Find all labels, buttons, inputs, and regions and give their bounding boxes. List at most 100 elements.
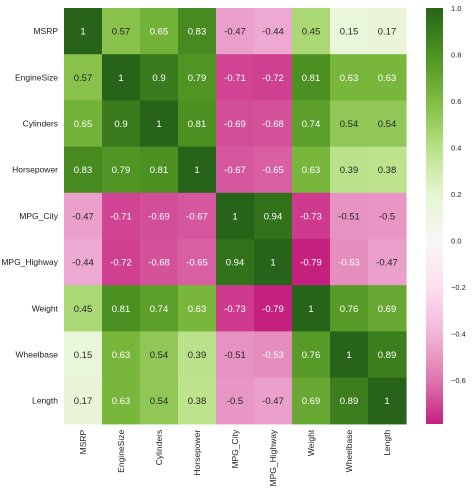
cell-value-cylinders-weight: 0.74 <box>302 119 321 130</box>
heatmap-cell-mpg-highway-mpg-highway <box>254 239 293 286</box>
heatmap-cell-weight-msrp <box>64 285 103 332</box>
cell-value-msrp-wheelbase: 0.15 <box>340 27 359 38</box>
cell-value-mpg-city-cylinders: -0.69 <box>148 211 170 222</box>
cell-value-horsepower-mpg-city: -0.67 <box>224 165 246 176</box>
cell-value-horsepower-enginesize: 0.79 <box>112 165 131 176</box>
heatmap-cell-mpg-highway-mpg-city <box>216 239 255 286</box>
cell-value-weight-length: 0.69 <box>378 304 397 315</box>
heatmap-cell-msrp-horsepower <box>178 8 217 55</box>
heatmap-cell-msrp-wheelbase <box>330 8 369 55</box>
x-tick-horsepower: Horsepower <box>192 430 202 476</box>
heatmap-cell-wheelbase-wheelbase <box>330 331 369 379</box>
heatmap-cell-mpg-city-mpg-highway <box>254 192 293 240</box>
cell-value-msrp-cylinders: 0.65 <box>150 27 169 38</box>
heatmap-cell-horsepower-cylinders <box>140 146 179 194</box>
x-axis-tick-labels: MSRP EngineSize Cylinders Horsepower MPG_Cit… <box>78 429 392 486</box>
cell-value-mpg-city-enginesize: -0.71 <box>110 211 132 222</box>
heatmap-cell-wheelbase-cylinders <box>140 331 179 379</box>
heatmap-cell-cylinders-weight <box>292 100 331 148</box>
heatmap-cell-length-cylinders <box>140 377 179 425</box>
cell-value-weight-msrp: 0.45 <box>74 304 93 315</box>
heatmap-cell-wheelbase-mpg-highway <box>254 331 293 379</box>
cell-value-cylinders-horsepower: 0.81 <box>188 119 207 130</box>
heatmap-cell-mpg-city-mpg-city <box>216 192 255 240</box>
colorbar-tick-0-4: 0.4 <box>451 143 461 152</box>
cell-value-msrp-horsepower: 0.83 <box>188 27 207 38</box>
cell-value-mpg-city-mpg-city: 1 <box>232 211 237 222</box>
heatmap-cell-wheelbase-horsepower <box>178 331 217 379</box>
cell-value-cylinders-enginesize: 0.9 <box>114 119 127 130</box>
cell-value-weight-mpg-city: -0.73 <box>224 304 246 315</box>
heatmap-cell-weight-enginesize <box>102 285 141 332</box>
colorbar-tick-neg0-6: −0.6 <box>451 376 466 385</box>
heatmap-cell-weight-length <box>368 285 407 332</box>
y-tick-wheelbase: Wheelbase <box>15 350 58 360</box>
cell-value-mpg-city-msrp: -0.47 <box>72 211 94 222</box>
cell-value-cylinders-mpg-city: -0.69 <box>224 119 246 130</box>
cell-value-msrp-length: 0.17 <box>378 27 397 38</box>
cell-value-weight-mpg-highway: -0.79 <box>262 304 284 315</box>
cell-value-length-wheelbase: 0.89 <box>340 396 359 407</box>
cell-value-mpg-city-mpg-highway: 0.94 <box>264 211 283 222</box>
cell-value-weight-wheelbase: 0.76 <box>340 304 359 315</box>
heatmap-cell-weight-mpg-highway <box>254 285 293 332</box>
cell-value-length-length: 1 <box>384 396 389 407</box>
heatmap-cell-enginesize-length <box>368 54 407 101</box>
cell-value-cylinders-msrp: 0.65 <box>74 119 93 130</box>
heatmap-cell-cylinders-horsepower <box>178 100 217 148</box>
cell-value-mpg-highway-wheelbase: -0.53 <box>338 258 360 269</box>
heatmap-cell-enginesize-cylinders <box>140 54 179 101</box>
heatmap-cell-enginesize-wheelbase <box>330 54 369 101</box>
heatmap-cell-weight-horsepower <box>178 285 217 332</box>
cell-value-mpg-city-weight: -0.73 <box>300 211 322 222</box>
heatmap-cell-cylinders-msrp <box>64 100 103 148</box>
x-tick-msrp: MSRP <box>78 429 88 454</box>
y-tick-length: Length <box>32 396 58 406</box>
heatmap-cell-length-msrp <box>64 377 103 425</box>
cell-value-msrp-mpg-highway: -0.44 <box>262 27 284 38</box>
cell-value-wheelbase-enginesize: 0.63 <box>112 350 131 361</box>
heatmap-cell-mpg-highway-length <box>368 239 407 286</box>
heatmap-cell-mpg-city-msrp <box>64 192 103 240</box>
cell-value-msrp-weight: 0.45 <box>302 27 321 38</box>
cell-value-mpg-highway-cylinders: -0.68 <box>148 258 170 269</box>
cell-value-horsepower-length: 0.38 <box>378 165 397 176</box>
heatmap-cells <box>64 8 407 425</box>
cell-value-enginesize-cylinders: 0.9 <box>152 73 165 84</box>
y-tick-cylinders: Cylinders <box>23 119 58 129</box>
cell-value-enginesize-wheelbase: 0.63 <box>340 73 359 84</box>
cell-value-wheelbase-cylinders: 0.54 <box>150 350 169 361</box>
cell-value-horsepower-msrp: 0.83 <box>74 165 93 176</box>
cell-value-msrp-mpg-city: -0.47 <box>224 27 246 38</box>
cell-value-mpg-highway-horsepower: -0.65 <box>186 258 208 269</box>
heatmap-cell-mpg-highway-weight <box>292 239 331 286</box>
heatmap-cell-msrp-weight <box>292 8 331 55</box>
heatmap-cell-enginesize-weight <box>292 54 331 101</box>
cell-value-horsepower-mpg-highway: -0.65 <box>262 165 284 176</box>
heatmap-cell-mpg-highway-msrp <box>64 239 103 286</box>
heatmap-cell-horsepower-horsepower <box>178 146 217 194</box>
y-tick-weight: Weight <box>32 303 59 313</box>
heatmap-cell-wheelbase-weight <box>292 331 331 379</box>
cell-value-weight-weight: 1 <box>308 304 313 315</box>
colorbar-tick-0-8: 0.8 <box>451 50 461 59</box>
heatmap-cell-enginesize-enginesize <box>102 54 141 101</box>
cell-value-length-mpg-city: -0.5 <box>227 396 243 407</box>
heatmap-cell-enginesize-mpg-highway <box>254 54 293 101</box>
cell-value-enginesize-length: 0.63 <box>378 73 397 84</box>
heatmap-cell-cylinders-length <box>368 100 407 148</box>
heatmap-annotations: 1 0.57 0.65 0.83 -0.47 -0.44 0.45 0.15 0.17 0.57 1… <box>72 27 398 408</box>
heatmap-cell-mpg-highway-enginesize <box>102 239 141 286</box>
cell-value-enginesize-msrp: 0.57 <box>74 73 93 84</box>
colorbar-tick-neg0-4: −0.4 <box>451 329 466 338</box>
cell-value-cylinders-wheelbase: 0.54 <box>340 119 359 130</box>
heatmap-cell-horsepower-mpg-highway <box>254 146 293 194</box>
heatmap-cell-mpg-city-enginesize <box>102 192 141 240</box>
heatmap-cell-mpg-highway-cylinders <box>140 239 179 286</box>
heatmap-cell-enginesize-msrp <box>64 54 103 101</box>
heatmap-cell-cylinders-wheelbase <box>330 100 369 148</box>
x-tick-enginesize: EngineSize <box>116 430 126 473</box>
colorbar <box>426 8 443 424</box>
cell-value-enginesize-enginesize: 1 <box>118 73 123 84</box>
